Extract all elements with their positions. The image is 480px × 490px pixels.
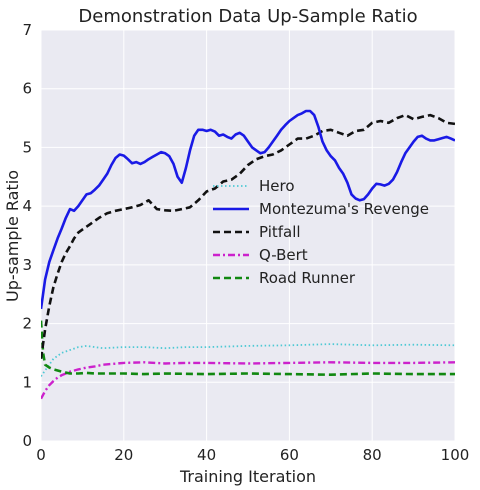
x-tick-label: 20	[114, 446, 133, 464]
y-tick-label: 5	[22, 138, 32, 156]
x-tick-label: 0	[36, 446, 46, 464]
plot-background	[41, 30, 455, 441]
series-layer	[41, 109, 455, 400]
legend: Hero Montezuma's Revenge Pitfall Q-Bert Road…	[213, 177, 429, 287]
y-tick-label: 7	[22, 21, 32, 39]
y-tick-label: 2	[22, 315, 32, 333]
series-line-road-runner	[41, 320, 455, 377]
y-tick-label: 1	[22, 373, 32, 391]
grid	[40, 29, 456, 442]
ticks-layer: 0 1 2 3 4 5 6 7 0 20 40 60 80 100	[22, 21, 469, 464]
x-axis-label: Training Iteration	[179, 467, 316, 486]
y-tick-label: 0	[22, 432, 32, 450]
x-tick-label: 60	[280, 446, 299, 464]
series-line-pitfall	[41, 113, 455, 359]
legend-label: Road Runner	[259, 269, 356, 287]
legend-label: Pitfall	[259, 223, 301, 241]
x-tick-label: 100	[441, 446, 470, 464]
series-line-q-bert	[41, 361, 455, 400]
x-tick-label: 80	[363, 446, 382, 464]
y-tick-label: 6	[22, 80, 32, 98]
y-axis-label: Up-sample Ratio	[3, 170, 22, 302]
series-line-hero	[41, 343, 455, 377]
legend-label: Q-Bert	[259, 246, 308, 264]
legend-label: Montezuma's Revenge	[259, 200, 429, 218]
chart-title: Demonstration Data Up-Sample Ratio	[78, 6, 417, 27]
series-line-montezuma-s-revenge	[41, 109, 455, 310]
y-tick-label: 3	[22, 256, 32, 274]
x-tick-label: 40	[197, 446, 216, 464]
legend-label: Hero	[259, 177, 295, 195]
y-tick-label: 4	[22, 197, 32, 215]
